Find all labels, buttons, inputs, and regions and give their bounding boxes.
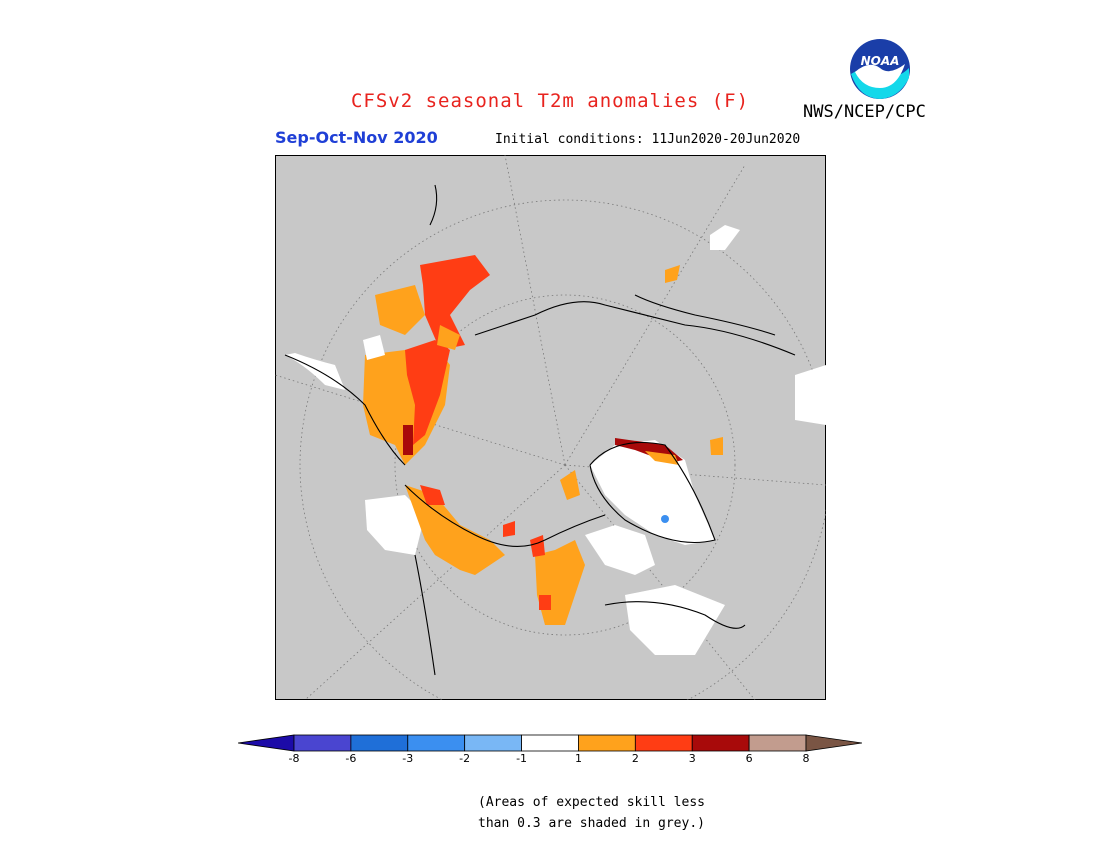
coastlines: [284, 184, 796, 676]
legend-swatch: [293, 734, 352, 752]
season-label: Sep-Oct-Nov 2020: [275, 128, 438, 147]
legend-swatch: [521, 734, 579, 752]
agency-label: NWS/NCEP/CPC: [803, 102, 926, 122]
legend-swatch: [407, 734, 466, 752]
skill-note-line1: (Areas of expected skill less: [478, 795, 705, 810]
legend-swatch: [238, 734, 295, 752]
skill-note-line2: than 0.3 are shaded in grey.): [478, 816, 705, 831]
europe-region: [665, 225, 826, 425]
polar-anomaly-map: [275, 155, 826, 700]
legend-colorbar: [238, 734, 862, 752]
legend-swatch: [805, 734, 862, 752]
greenland-region: [590, 437, 723, 545]
legend-swatch: [350, 734, 409, 752]
initial-conditions-label: Initial conditions: 11Jun2020-20Jun2020: [495, 132, 801, 147]
legend-tick-label: 6: [745, 752, 753, 765]
cold-anomaly-marker: [661, 515, 669, 523]
legend-tick-label: -1: [516, 752, 528, 765]
logo-text: NOAA: [861, 54, 900, 68]
legend-tick-label: 1: [574, 752, 582, 765]
chart-title: CFSv2 seasonal T2m anomalies (F): [350, 90, 750, 112]
legend-swatch: [748, 734, 807, 752]
legend-swatch: [578, 734, 636, 752]
legend-tick-label: -6: [345, 752, 357, 765]
legend-tick-label: 8: [802, 752, 810, 765]
north-america-region: [365, 470, 725, 655]
eurasia-region: [285, 255, 490, 465]
skill-note: (Areas of expected skill less than 0.3 a…: [478, 792, 705, 834]
noaa-logo: NOAA: [850, 39, 910, 99]
legend-swatch: [634, 734, 693, 752]
legend-tick-label: -3: [402, 752, 414, 765]
legend-swatches: [238, 734, 862, 752]
legend-ticks: -8 -6 -3 -2 -1 1 2 3 6 8: [238, 752, 862, 768]
legend-tick-label: -8: [288, 752, 300, 765]
legend-tick-label: -2: [459, 752, 471, 765]
graticule: [275, 155, 826, 700]
legend-swatch: [691, 734, 750, 752]
legend-swatch: [464, 734, 522, 752]
legend-tick-label: 3: [688, 752, 696, 765]
legend-tick-label: 2: [631, 752, 639, 765]
